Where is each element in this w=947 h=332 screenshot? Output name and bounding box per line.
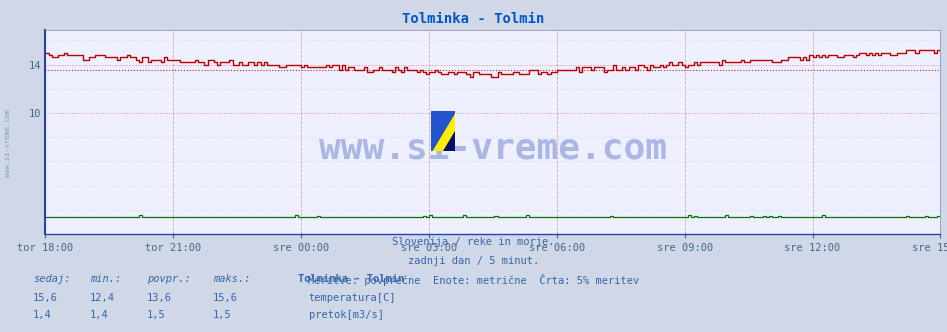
Polygon shape bbox=[431, 111, 455, 151]
Text: 12,4: 12,4 bbox=[90, 293, 115, 303]
Text: maks.:: maks.: bbox=[213, 274, 251, 284]
Text: Meritve: povprečne  Enote: metrične  Črta: 5% meritev: Meritve: povprečne Enote: metrične Črta:… bbox=[308, 274, 639, 286]
Text: 15,6: 15,6 bbox=[33, 293, 58, 303]
Text: 1,4: 1,4 bbox=[90, 310, 109, 320]
Text: Tolminka - Tolmin: Tolminka - Tolmin bbox=[402, 12, 545, 26]
Text: 1,5: 1,5 bbox=[147, 310, 166, 320]
Text: 15,6: 15,6 bbox=[213, 293, 238, 303]
Text: Slovenija / reke in morje.: Slovenija / reke in morje. bbox=[392, 237, 555, 247]
Text: www.si-vreme.com: www.si-vreme.com bbox=[5, 109, 10, 177]
Text: 13,6: 13,6 bbox=[147, 293, 171, 303]
Text: temperatura[C]: temperatura[C] bbox=[309, 293, 396, 303]
Text: 1,4: 1,4 bbox=[33, 310, 52, 320]
Text: Tolminka - Tolmin: Tolminka - Tolmin bbox=[298, 274, 404, 284]
Text: www.si-vreme.com: www.si-vreme.com bbox=[319, 131, 667, 165]
Polygon shape bbox=[443, 131, 455, 151]
Text: min.:: min.: bbox=[90, 274, 121, 284]
Text: povpr.:: povpr.: bbox=[147, 274, 190, 284]
Text: sedaj:: sedaj: bbox=[33, 274, 71, 284]
Text: 1,5: 1,5 bbox=[213, 310, 232, 320]
Text: pretok[m3/s]: pretok[m3/s] bbox=[309, 310, 384, 320]
Polygon shape bbox=[431, 111, 455, 151]
Text: zadnji dan / 5 minut.: zadnji dan / 5 minut. bbox=[408, 256, 539, 266]
